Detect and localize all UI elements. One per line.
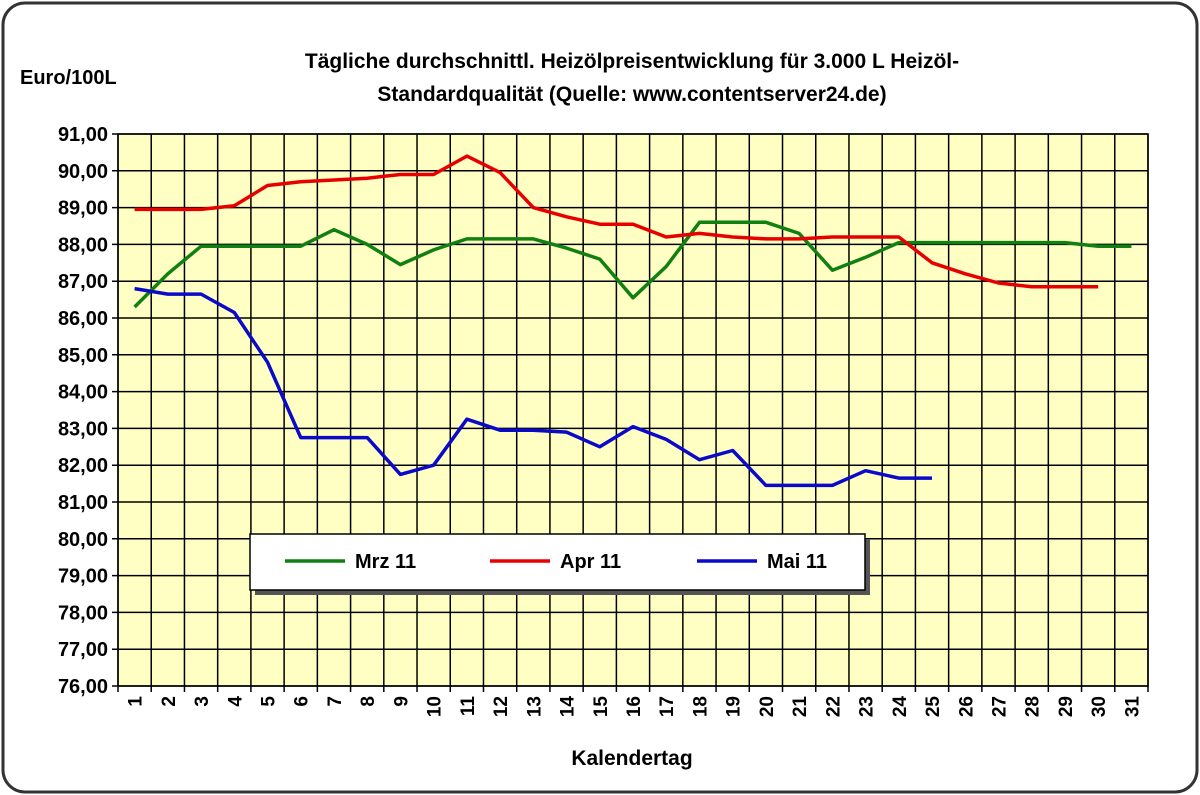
series-line [134, 154, 1099, 289]
y-tick-label: 78,00 [58, 602, 108, 624]
legend-label: Mrz 11 [355, 551, 416, 573]
x-tick-label: 11 [458, 696, 479, 717]
x-tick-label: 5 [259, 696, 280, 707]
y-tick-label: 83,00 [58, 418, 108, 440]
x-tick-label: 30 [1089, 696, 1110, 717]
x-tick-label: 15 [591, 696, 612, 718]
x-tick-label: 28 [1023, 696, 1044, 717]
x-tick-label: 14 [558, 696, 579, 718]
x-tick-label: 8 [358, 696, 379, 707]
y-tick-label: 81,00 [58, 492, 108, 514]
series-line [134, 286, 932, 488]
x-tick-label: 22 [823, 696, 844, 717]
plot-area [117, 133, 1149, 687]
chart-title: Tägliche durchschnittl. Heizölpreisentwi… [305, 50, 959, 73]
y-tick-label: 91,00 [58, 124, 108, 146]
x-tick-label: 24 [890, 696, 911, 718]
x-tick-label: 2 [159, 696, 180, 707]
x-tick-label: 3 [192, 696, 213, 707]
y-tick-label: 86,00 [58, 308, 108, 330]
y-tick-label: 77,00 [58, 639, 108, 661]
x-tick-label: 16 [624, 696, 645, 717]
grid [112, 133, 1149, 692]
x-tick-label: 27 [989, 696, 1010, 717]
series-line [133, 220, 1132, 309]
x-tick-label: 26 [956, 696, 977, 717]
x-tick-label: 9 [391, 696, 412, 707]
legend-label: Apr 11 [560, 551, 621, 573]
y-tick-label: 80,00 [58, 529, 108, 551]
x-tick-label: 21 [790, 696, 811, 718]
x-tick-label: 1 [126, 696, 147, 707]
y-axis-label: Euro/100L [20, 67, 117, 89]
x-tick-label: 12 [491, 696, 512, 717]
x-tick-label: 18 [690, 696, 711, 717]
x-tick-label: 13 [524, 696, 545, 717]
y-tick-label: 84,00 [58, 382, 108, 404]
legend-entries: Mrz 11 Apr 11 Mai 11 [285, 551, 827, 573]
chart-title: Standardqualität (Quelle: www.contentser… [377, 83, 886, 106]
y-tick-label: 79,00 [58, 566, 108, 588]
x-axis-label: Kalendertag [571, 747, 692, 770]
x-tick-label: 6 [292, 696, 313, 707]
y-tick-label: 88,00 [58, 234, 108, 256]
x-tick-label: 7 [325, 696, 346, 707]
x-tick-label: 25 [923, 696, 944, 718]
x-tick-label: 17 [657, 696, 678, 717]
x-tick-label: 20 [757, 696, 778, 717]
legend [249, 533, 866, 591]
x-tick-label: 19 [724, 696, 745, 717]
y-tick-label: 82,00 [58, 455, 108, 477]
x-tick-label: 29 [1056, 696, 1077, 717]
x-tick-label: 31 [1122, 696, 1143, 718]
y-tick-label: 76,00 [58, 676, 108, 698]
y-tick-label: 90,00 [58, 161, 108, 183]
y-tick-label: 85,00 [58, 345, 108, 367]
x-tick-label: 10 [425, 696, 446, 717]
x-tick-label: 4 [225, 696, 246, 707]
lines [133, 154, 1132, 488]
y-tick-label: 87,00 [58, 271, 108, 293]
x-tick-label: 23 [857, 696, 878, 717]
y-tick-label: 89,00 [58, 198, 108, 220]
legend-label: Mai 11 [767, 551, 827, 573]
